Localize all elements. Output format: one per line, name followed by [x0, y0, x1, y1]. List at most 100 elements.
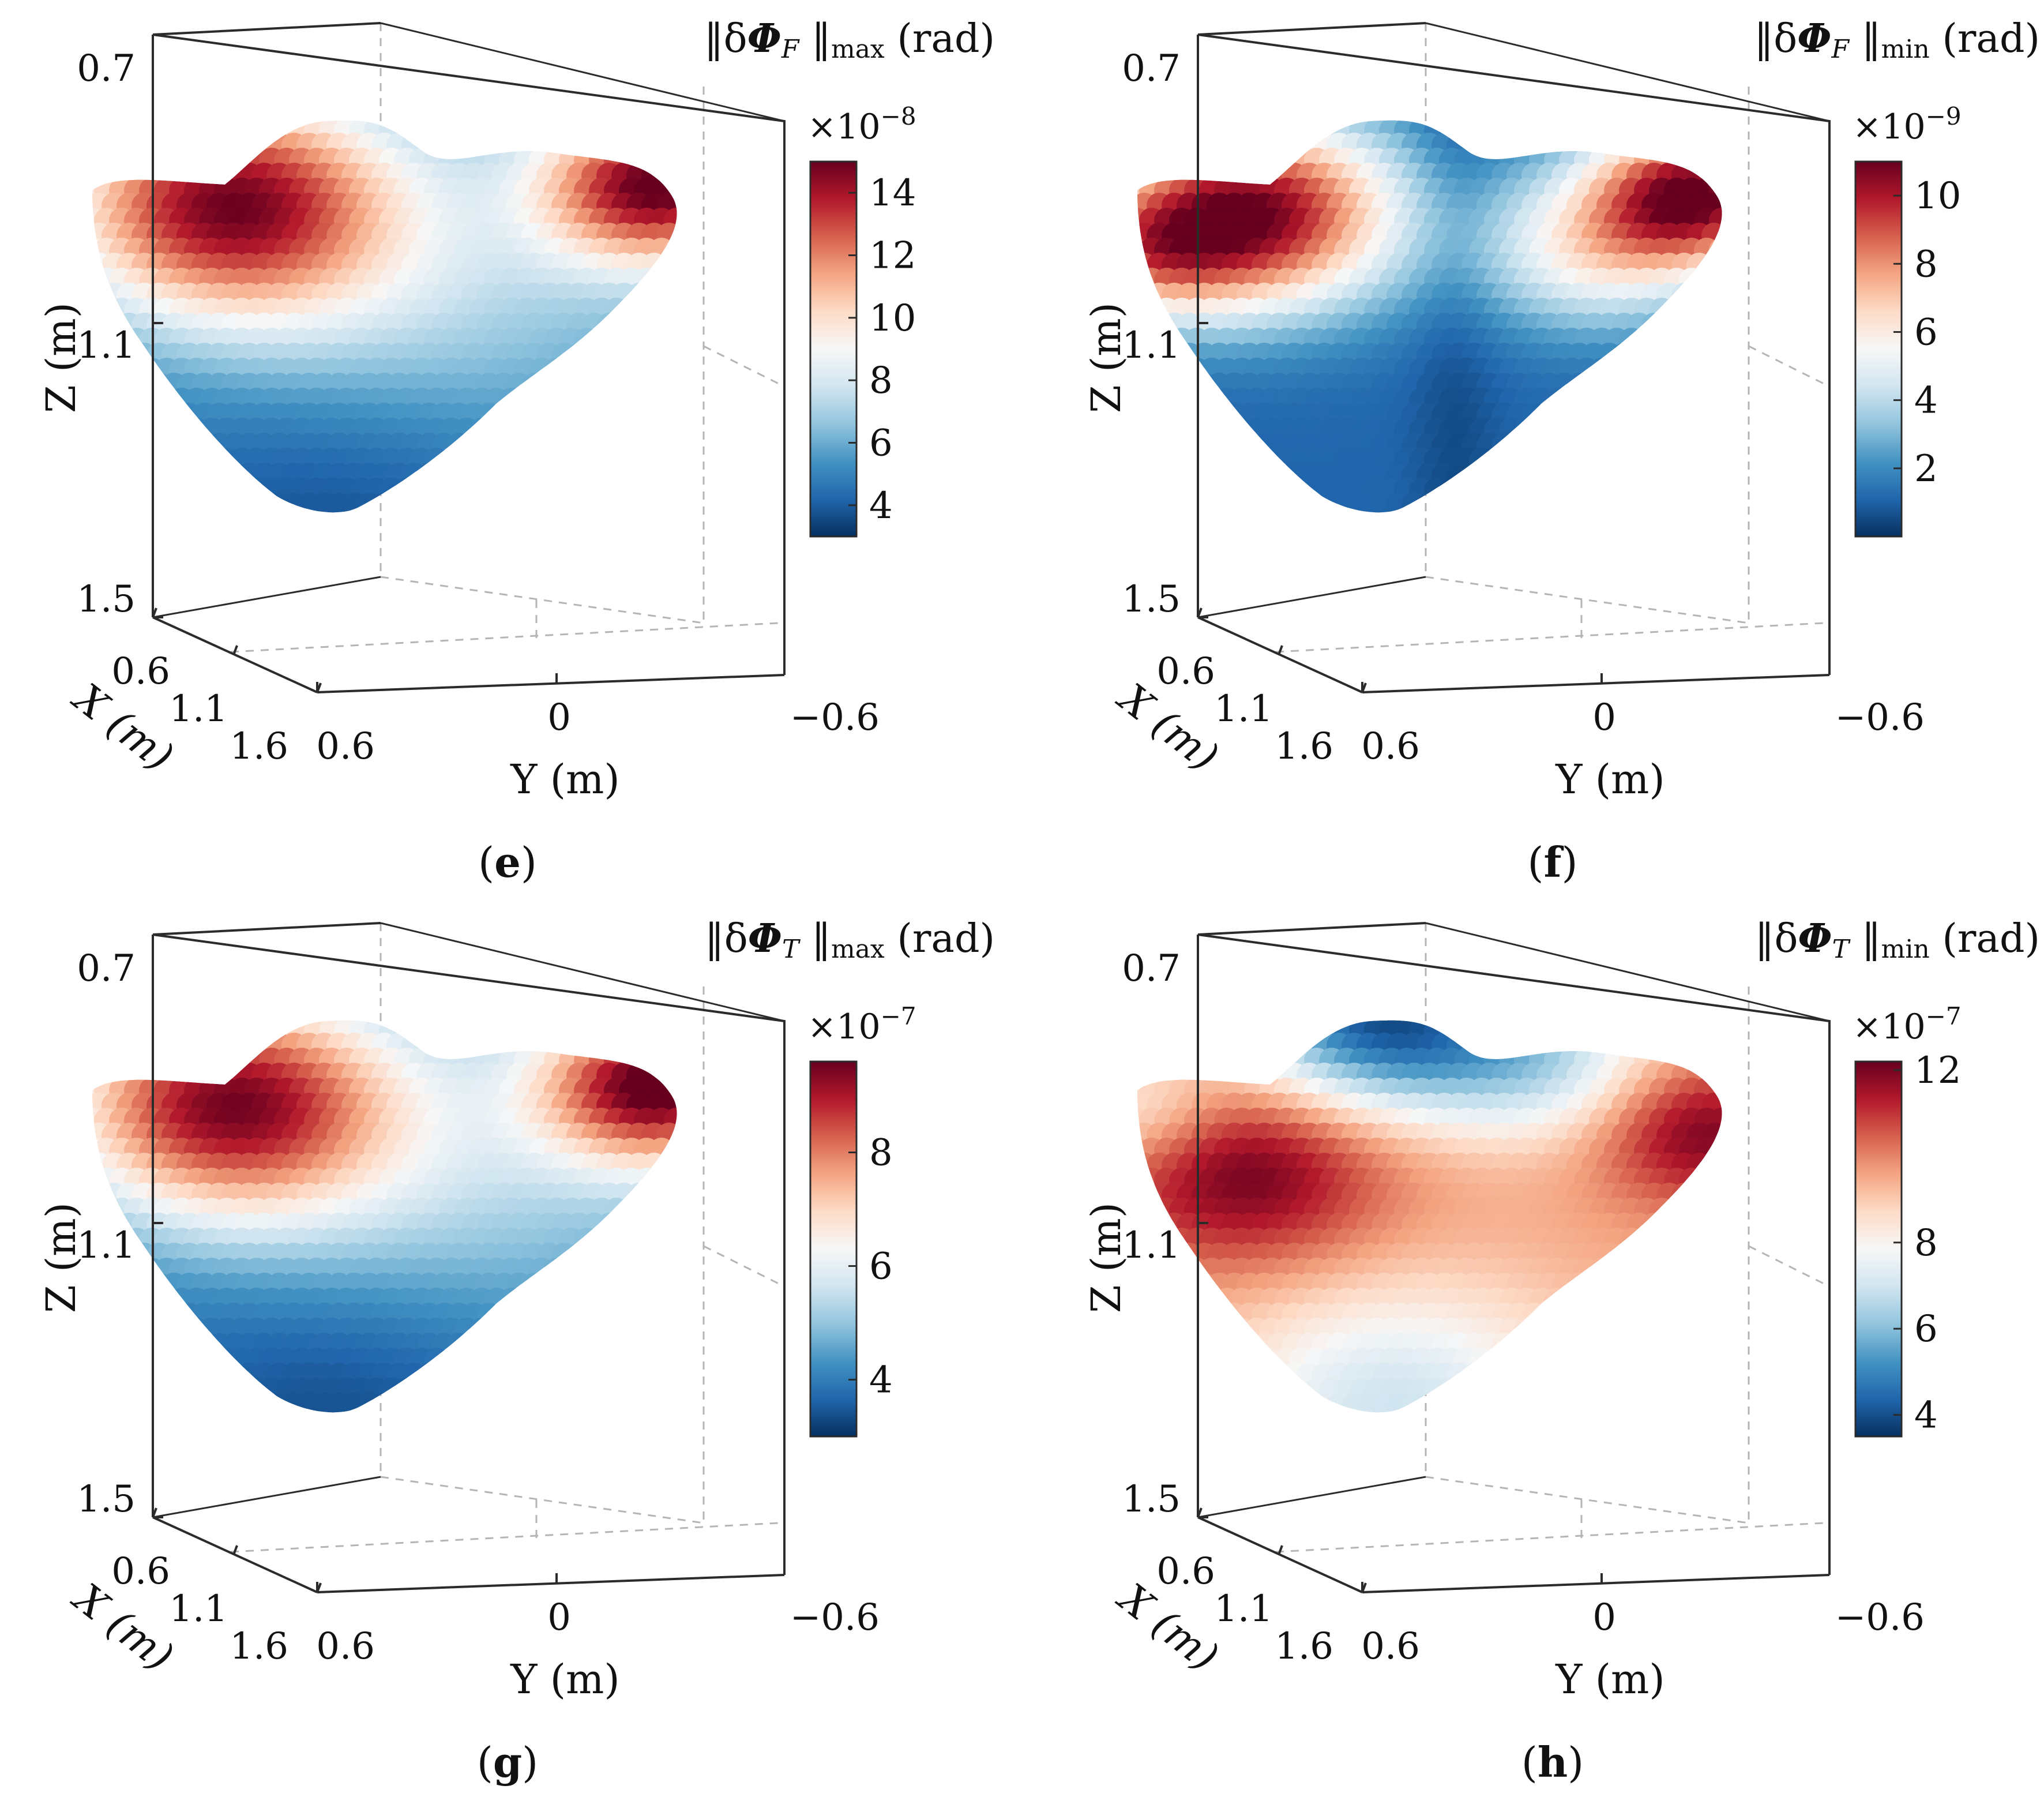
surface-point [1147, 133, 1172, 158]
surface-point [491, 1303, 517, 1328]
surface-point [529, 120, 554, 143]
surface-point [146, 1393, 172, 1413]
surface-point [641, 1303, 667, 1328]
surface-point [102, 1303, 127, 1328]
surface-point [102, 133, 127, 158]
surface-point [641, 403, 667, 428]
surface-point [1192, 1020, 1217, 1028]
surface-point [1656, 463, 1682, 488]
surface-point [664, 120, 677, 143]
surface-point [1137, 133, 1157, 158]
surface-point [641, 463, 667, 488]
surface-point [544, 388, 569, 413]
surface-point [401, 463, 427, 488]
surface-point [1701, 133, 1722, 158]
surface-point [1656, 1243, 1682, 1268]
surface-point [1679, 388, 1704, 413]
surface-point [1701, 343, 1722, 368]
surface-point [1252, 1363, 1277, 1388]
surface-point [1237, 1033, 1262, 1058]
surface-point [1521, 493, 1547, 513]
surface-point [626, 1243, 652, 1268]
surface-point [656, 133, 677, 158]
surface-point [236, 1393, 262, 1413]
surface-point [1634, 418, 1659, 443]
surface-point [1694, 358, 1719, 383]
surface-point [1192, 463, 1217, 488]
surface-point [1461, 1363, 1487, 1388]
surface-point [1169, 1318, 1194, 1343]
surface-point [1491, 463, 1517, 488]
surface-point [634, 358, 659, 383]
surface-point [1559, 448, 1584, 473]
y-axis [317, 674, 785, 693]
surface-point [176, 120, 202, 128]
surface-point [1679, 1168, 1704, 1193]
surface-point [1214, 1348, 1239, 1373]
surface-point [1169, 448, 1194, 473]
surface-point [589, 1348, 614, 1373]
surface-point [1137, 1318, 1149, 1343]
surface-point [1566, 1363, 1592, 1388]
surface-point [1192, 120, 1217, 128]
surface-point [1484, 1348, 1509, 1373]
surface-point [1222, 433, 1247, 458]
surface-point [1589, 1288, 1614, 1313]
surface-point [1536, 1333, 1562, 1358]
surface-point [1137, 1273, 1157, 1298]
surface-point [1551, 1303, 1577, 1328]
surface-point [649, 478, 674, 503]
surface-point [1619, 1258, 1644, 1283]
surface-point [1244, 1378, 1269, 1403]
surface-point [1664, 388, 1689, 413]
surface-point [484, 418, 509, 443]
surface-point [469, 478, 494, 503]
surface-point [1137, 1333, 1157, 1358]
surface-point [1551, 433, 1577, 458]
surface-point [559, 1348, 584, 1373]
surface-point [1641, 1303, 1667, 1328]
surface-point [1536, 493, 1562, 513]
surface-point [1491, 433, 1517, 458]
surface-point [124, 478, 149, 503]
surface-point [619, 388, 644, 413]
surface-point [146, 1303, 172, 1328]
surface-point [536, 1363, 562, 1388]
surface-point [521, 1303, 547, 1328]
surface-point [1551, 1333, 1577, 1358]
surface-point [604, 1228, 629, 1253]
surface-point [1536, 463, 1562, 488]
surface-point [619, 1020, 644, 1043]
surface-point [1214, 148, 1239, 173]
surface-point [626, 283, 652, 308]
surface-point [506, 120, 532, 128]
surface-point [1619, 448, 1644, 473]
surface-point [641, 283, 667, 308]
surface-point [1529, 1020, 1554, 1043]
surface-point [1312, 120, 1337, 128]
surface-point [536, 120, 562, 128]
surface-point [604, 120, 629, 143]
surface-point [206, 1033, 232, 1058]
surface-point [1551, 1393, 1577, 1413]
surface-point [446, 493, 472, 513]
surface-point [1476, 493, 1502, 513]
surface-point [1244, 478, 1269, 503]
surface-point [1634, 1020, 1659, 1043]
z-tick-label: 0.7 [77, 947, 136, 990]
surface-point [117, 1033, 142, 1058]
x-tick-label: 1.1 [1214, 1588, 1273, 1630]
surface-point [117, 403, 142, 428]
surface-point [184, 120, 209, 143]
surface-point [1154, 1378, 1179, 1403]
x-axis [152, 1516, 318, 1593]
colorbar-tick-label: 6 [869, 422, 893, 465]
surface-point [1139, 1020, 1164, 1043]
box-edge [1197, 576, 1426, 618]
surface-point [1596, 1243, 1622, 1268]
surface-point [499, 120, 524, 143]
surface-point [154, 1048, 179, 1073]
surface-point [1469, 120, 1494, 143]
surface-point [1671, 283, 1697, 308]
surface-point [206, 1393, 232, 1413]
